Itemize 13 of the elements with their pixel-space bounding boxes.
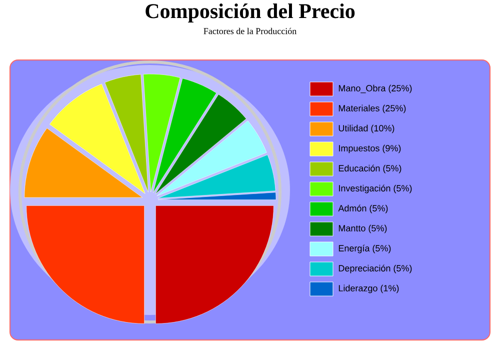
legend-label: Admón (5%) <box>338 204 388 214</box>
legend-label: Materiales (25%) <box>338 104 406 114</box>
legend-label: Mano_Obra (25%) <box>338 84 412 94</box>
legend-label: Energía (5%) <box>338 244 391 254</box>
legend-label: Investigación (5%) <box>339 184 412 194</box>
legend-label: Mantto (5%) <box>338 224 387 234</box>
legend-label: Educación (5%) <box>338 164 402 174</box>
chart-subtitle: Factores de la Producción <box>204 28 296 34</box>
legend-label: Utilidad (10%) <box>338 124 394 134</box>
chart-title: Composición del Precio <box>146 3 355 23</box>
legend-label: Impuestos (9%) <box>339 144 401 154</box>
legend-label: Depreciación (5%) <box>338 264 412 274</box>
legend-label: Liderazgo (1%) <box>338 284 399 294</box>
